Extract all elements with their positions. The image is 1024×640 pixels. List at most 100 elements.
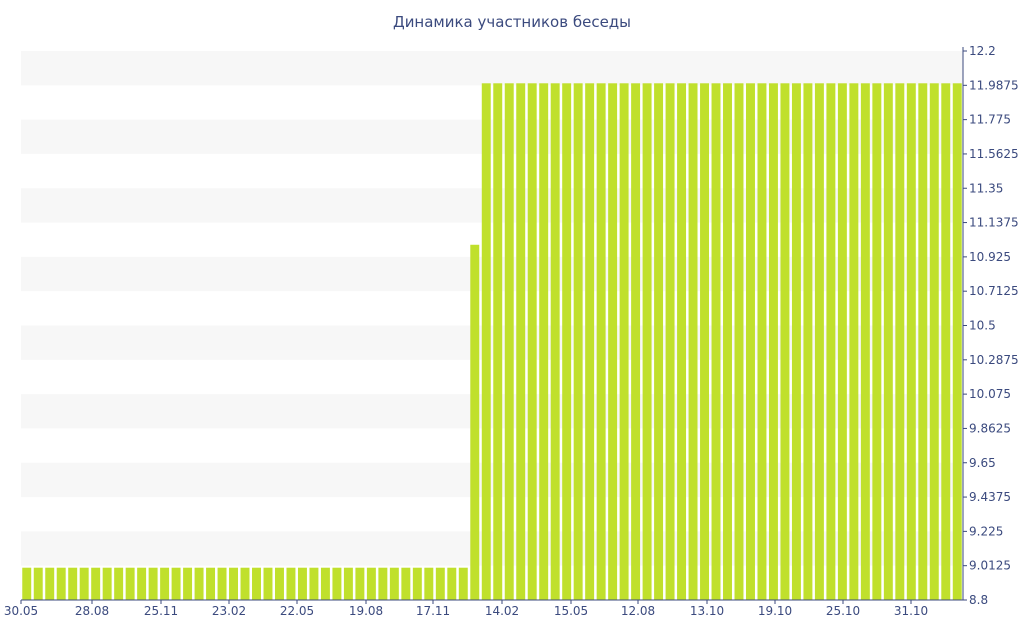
bar <box>125 567 135 600</box>
x-tick-label: 25.11 <box>144 604 178 618</box>
bar <box>883 83 893 600</box>
y-tick-label: 11.775 <box>969 113 1011 127</box>
y-tick-label: 12.2 <box>969 44 996 58</box>
bar <box>860 83 870 600</box>
bar <box>677 83 687 600</box>
bar <box>309 567 319 600</box>
y-tick-label: 10.925 <box>969 250 1011 264</box>
bar <box>320 567 330 600</box>
bar <box>378 567 388 600</box>
bar <box>137 567 147 600</box>
bar <box>45 567 55 600</box>
bar <box>332 567 342 600</box>
bar <box>217 567 227 600</box>
bar <box>837 83 847 600</box>
y-tick-label: 9.8625 <box>969 421 1011 435</box>
x-tick-label: 28.08 <box>75 604 109 618</box>
y-tick-label: 8.8 <box>969 593 988 607</box>
bar <box>814 83 824 600</box>
bar <box>424 567 434 600</box>
bar <box>263 567 273 600</box>
bar <box>780 83 790 600</box>
bar <box>608 83 618 600</box>
bar <box>711 83 721 600</box>
y-axis: 12.2 11.9875 11.775 11.5625 11.35 11.1375 10.9… <box>962 44 1019 607</box>
x-tick-label: 31.10 <box>894 604 928 618</box>
bar <box>171 567 181 600</box>
bar <box>91 567 101 600</box>
bar <box>102 567 112 600</box>
bar <box>435 567 445 600</box>
bar <box>768 83 778 600</box>
bar <box>723 83 732 600</box>
bar <box>343 567 353 600</box>
bar <box>240 567 250 600</box>
bar <box>654 83 664 600</box>
bar <box>252 567 261 600</box>
bar <box>355 567 365 600</box>
bar <box>389 567 399 600</box>
bar <box>160 567 170 600</box>
bar <box>573 83 583 600</box>
bar <box>22 567 32 600</box>
bar <box>194 567 204 600</box>
bar <box>918 83 928 600</box>
bar <box>952 83 962 600</box>
bar <box>114 567 124 600</box>
bar <box>734 83 744 600</box>
bar <box>527 83 537 600</box>
bar <box>562 83 572 600</box>
bar <box>596 83 606 600</box>
bar <box>516 83 526 600</box>
chart-title: Динамика участников беседы <box>392 13 632 31</box>
bar <box>872 83 882 600</box>
y-tick-label: 11.9875 <box>969 78 1019 92</box>
bar <box>274 567 284 600</box>
bar <box>229 567 239 600</box>
bars <box>22 83 962 600</box>
bar <box>493 83 503 600</box>
y-tick-label: 11.5625 <box>969 147 1019 161</box>
bar <box>481 83 491 600</box>
bar <box>688 83 698 600</box>
bar <box>745 83 755 600</box>
bar <box>906 83 916 600</box>
bar <box>33 567 43 600</box>
y-tick-label: 9.225 <box>969 524 1003 538</box>
bar <box>585 83 595 600</box>
bar <box>700 83 710 600</box>
y-tick-label: 10.7125 <box>969 284 1019 298</box>
bar <box>68 567 78 600</box>
bar <box>148 567 158 600</box>
y-tick-label: 9.0125 <box>969 559 1011 573</box>
x-tick-label: 19.08 <box>349 604 383 618</box>
bar <box>849 83 859 600</box>
y-tick-label: 11.35 <box>969 181 1003 195</box>
bar <box>757 83 767 600</box>
x-tick-label: 14.02 <box>485 604 519 618</box>
x-tick-label: 15.05 <box>554 604 588 618</box>
bar <box>642 83 652 600</box>
bar <box>941 83 951 600</box>
bar <box>297 567 307 600</box>
y-tick-label: 10.075 <box>969 387 1011 401</box>
bar <box>929 83 939 600</box>
bar <box>183 567 193 600</box>
bar <box>895 83 905 600</box>
bar <box>631 83 641 600</box>
bar <box>504 83 514 600</box>
y-tick-label: 10.2875 <box>969 353 1019 367</box>
bar <box>56 567 66 600</box>
bar <box>447 567 457 600</box>
y-tick-label: 11.1375 <box>969 216 1019 230</box>
bar <box>458 567 468 600</box>
bar <box>366 567 376 600</box>
grid-band <box>21 51 963 86</box>
x-tick-label: 13.10 <box>690 604 724 618</box>
x-tick-label: 17.11 <box>416 604 450 618</box>
bar <box>803 83 813 600</box>
bar <box>286 567 296 600</box>
bar <box>401 567 411 600</box>
bar <box>470 244 480 600</box>
